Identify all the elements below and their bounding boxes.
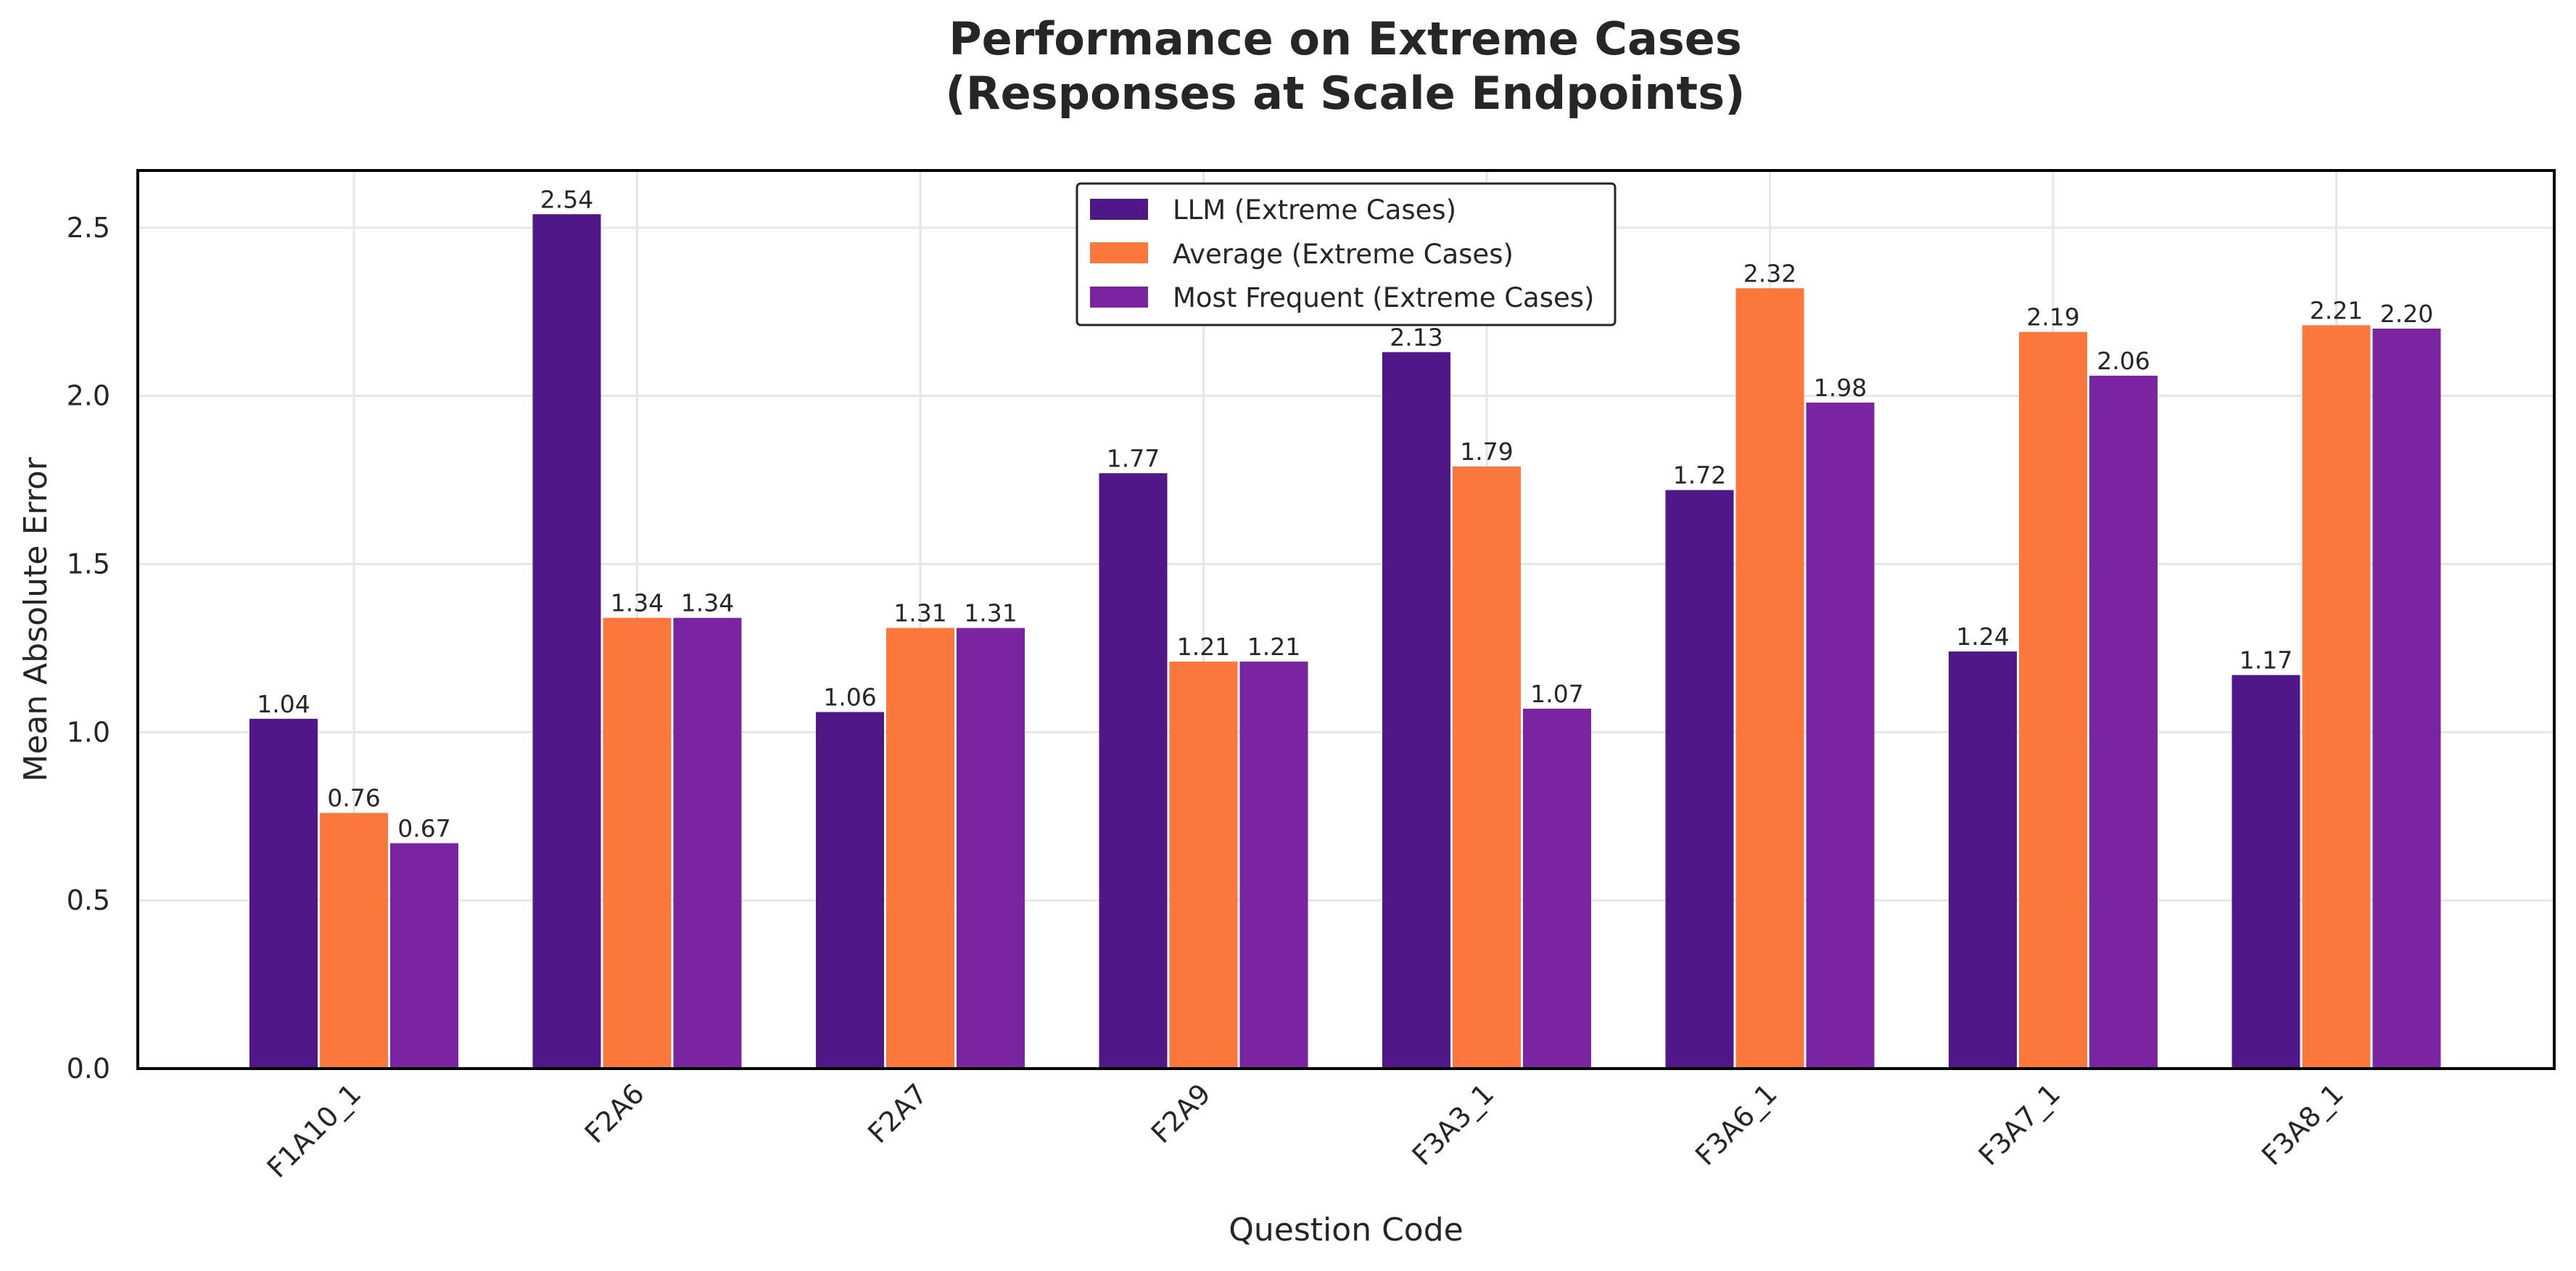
bar (2089, 375, 2158, 1069)
legend-label-most-frequent: Most Frequent (Extreme Cases) (1173, 282, 1595, 313)
bar-value-label: 1.98 (1814, 374, 1867, 402)
bar-value-label: 1.07 (1530, 680, 1583, 708)
y-tick-label: 2.5 (67, 212, 110, 244)
legend-box (1076, 182, 1617, 326)
bar-value-label: 0.67 (397, 814, 450, 842)
bar (249, 718, 318, 1069)
chart-title-line-2: (Responses at Scale Endpoints) (946, 67, 1746, 120)
bar-value-label: 1.17 (2239, 646, 2292, 675)
bars (249, 214, 2441, 1069)
bar-value-label: 1.79 (1460, 437, 1513, 466)
legend: LLM (Extreme Cases) Average (Extreme Cas… (1076, 182, 1617, 326)
bar (1382, 352, 1450, 1069)
x-tick-label: F2A7 (862, 1077, 933, 1149)
bar (886, 628, 954, 1069)
bar (957, 628, 1025, 1069)
bar (1099, 473, 1168, 1069)
legend-swatch-llm (1090, 199, 1148, 220)
bar (532, 214, 601, 1069)
bar (2302, 325, 2371, 1069)
bar-value-label: 2.20 (2380, 300, 2433, 328)
bar-value-label: 1.04 (257, 690, 310, 718)
y-tick-label: 1.5 (67, 548, 110, 580)
bar-value-label: 1.34 (681, 589, 734, 617)
legend-label-average: Average (Extreme Cases) (1173, 239, 1514, 270)
x-tick-label: F1A10_1 (261, 1077, 368, 1184)
bar-value-label: 1.06 (823, 683, 876, 712)
bar-value-label: 1.21 (1247, 633, 1300, 661)
y-tick-label: 2.0 (67, 380, 110, 412)
bar-value-label: 1.72 (1673, 461, 1726, 489)
bar (1239, 661, 1308, 1069)
bar-value-label: 1.77 (1107, 444, 1160, 472)
bar (390, 843, 458, 1069)
bar (320, 813, 388, 1069)
bar-value-label: 2.13 (1390, 323, 1442, 351)
y-axis-ticks: 0.0 0.5 1.0 1.5 2.0 2.5 (67, 212, 110, 1085)
x-tick-label: F3A8_1 (2255, 1077, 2350, 1172)
bar (1453, 466, 1521, 1069)
bar (1735, 288, 1804, 1069)
x-tick-label: F3A6_1 (1689, 1077, 1783, 1172)
bar-value-label: 2.06 (2097, 347, 2150, 375)
plot-frame (136, 169, 2556, 1070)
bar (2019, 332, 2087, 1069)
bar-value-label: 0.76 (327, 784, 380, 813)
legend-swatch-most-frequent (1090, 287, 1148, 308)
chart-title-line-1: Performance on Extreme Cases (949, 12, 1742, 65)
x-tick-label: F3A7_1 (1973, 1077, 2067, 1172)
bar (1665, 490, 1734, 1069)
y-tick-label: 0.0 (67, 1053, 110, 1085)
bar (1806, 402, 1875, 1069)
bar-value-label: 1.31 (964, 599, 1017, 628)
bar-value-label: 2.21 (2310, 296, 2363, 324)
y-tick-label: 1.0 (67, 716, 110, 748)
x-axis-ticks: F1A10_1 F2A6 F2A7 F2A9 F3A3_1 F3A6_1 F3A7_1 F3A… (261, 1077, 2350, 1184)
legend-label-llm: LLM (Extreme Cases) (1173, 194, 1456, 226)
legend-swatch-average (1090, 242, 1148, 263)
bar-value-label: 1.24 (1956, 622, 2009, 651)
bar (2232, 675, 2300, 1069)
y-axis-label: Mean Absolute Error (17, 456, 54, 781)
bar (1949, 651, 2017, 1069)
x-axis-label: Question Code (1229, 1212, 1463, 1249)
data-labels: 1.04 2.54 1.06 1.77 2.13 1.72 1.24 1.17 0.76 1.34… (257, 185, 2433, 842)
bar (673, 617, 742, 1069)
bar-value-label: 1.34 (611, 589, 664, 617)
bar-value-label: 1.21 (1177, 633, 1230, 661)
x-tick-label: F2A6 (579, 1077, 651, 1149)
bar-value-label: 2.54 (540, 185, 593, 213)
bar (2372, 328, 2441, 1069)
bar (1523, 708, 1591, 1069)
x-tick-label: F2A9 (1145, 1077, 1217, 1149)
bar (816, 712, 884, 1069)
bar (603, 617, 672, 1069)
bar-value-label: 2.19 (2026, 303, 2079, 332)
x-tick-label: F3A3_1 (1406, 1077, 1500, 1172)
bar-value-label: 1.31 (893, 599, 946, 628)
bar-value-label: 2.32 (1743, 259, 1796, 287)
y-tick-label: 0.5 (67, 884, 110, 916)
bar (1169, 661, 1238, 1069)
